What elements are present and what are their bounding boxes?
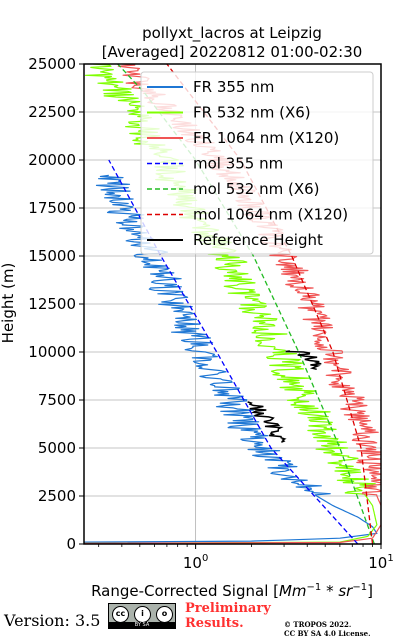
y-tick-label: 12500 <box>28 295 76 313</box>
y-tick-label: 20000 <box>28 151 76 169</box>
cc-badge-bottom-bar: BY SA <box>109 622 175 628</box>
legend-label-fr-532-nm-x6: FR 532 nm (X6) <box>193 104 311 122</box>
preliminary-line1: Preliminary <box>185 601 271 616</box>
y-tick-label: 7500 <box>38 391 76 409</box>
chart-title-line1: pollyxt_lacros at Leipzig <box>142 24 322 43</box>
legend-label-fr-1064-nm-x120: FR 1064 nm (X120) <box>193 129 339 147</box>
y-ticks: 0 2500 5000 7500 10000 12500 15000 17500 20000 22… <box>28 55 84 553</box>
series-reference-height-line <box>247 401 287 443</box>
x-axis-label-mult: * <box>321 582 338 600</box>
x-tick-label: 100 <box>183 553 208 572</box>
y-tick-label: 17500 <box>28 199 76 217</box>
preliminary-notice: Preliminary Results. <box>185 601 271 631</box>
y-tick-label: 5000 <box>38 439 76 457</box>
series-fr-355-nm-line <box>84 174 378 543</box>
copyright-line2: CC BY SA 4.0 License. <box>284 629 371 638</box>
preliminary-line2: Results. <box>185 616 244 631</box>
x-axis-label-unit: Mm <box>279 582 307 600</box>
x-axis-label-exp2: −1 <box>352 582 367 593</box>
x-axis-label-prefix: Range-Corrected Signal [ <box>91 582 279 600</box>
copyright-notice: © TROPOS 2022. CC BY SA 4.0 License. <box>284 620 371 638</box>
series-mol-532-nm-x6-line <box>117 64 375 544</box>
legend-box <box>140 71 374 255</box>
x-tick-label: 101 <box>368 553 393 572</box>
y-tick-label: 10000 <box>28 343 76 361</box>
legend-label-fr-355-nm: FR 355 nm <box>193 78 274 96</box>
copyright-line1: © TROPOS 2022. <box>284 620 352 629</box>
x-ticks: 100 101 <box>98 544 394 572</box>
attribution-icon: i <box>134 606 151 623</box>
x-axis-label-exp1: −1 <box>307 582 322 593</box>
x-axis-label-unit2: sr <box>338 582 353 600</box>
series-mol-1064-nm-x120-line <box>166 64 374 544</box>
legend-label-mol-1064-nm-x120: mol 1064 nm (X120) <box>193 206 348 224</box>
cc-badge-bottom-text: BY SA <box>134 622 150 628</box>
y-tick-label: 25000 <box>28 55 76 73</box>
legend: FR 355 nm FR 532 nm (X6) FR 1064 nm (X120)… <box>140 71 374 255</box>
x-axis-label-suffix: ] <box>367 582 373 600</box>
legend-label-reference-height: Reference Height <box>193 231 323 249</box>
cc-icon: cc <box>112 606 129 623</box>
cc-license-badge[interactable]: cc i o BY SA <box>108 603 176 629</box>
legend-label-mol-532-nm-x6: mol 532 nm (X6) <box>193 180 320 198</box>
legend-label-mol-355-nm: mol 355 nm <box>193 155 283 173</box>
y-tick-label: 15000 <box>28 247 76 265</box>
series-reference-height-line <box>285 350 322 371</box>
y-tick-label: 22500 <box>28 103 76 121</box>
y-tick-label: 2500 <box>38 487 76 505</box>
chart-title-line2: [Averaged] 20220812 01:00-02:30 <box>102 43 363 61</box>
y-tick-label: 0 <box>66 535 76 553</box>
share-alike-icon: o <box>156 606 173 623</box>
x-axis-label: Range-Corrected Signal [Mm−1 * sr−1] <box>91 582 373 600</box>
series-fr-532-nm-x6-line <box>84 64 378 544</box>
version-label: Version: 3.5 <box>4 611 101 630</box>
y-axis-label: Height (m) <box>0 263 17 344</box>
